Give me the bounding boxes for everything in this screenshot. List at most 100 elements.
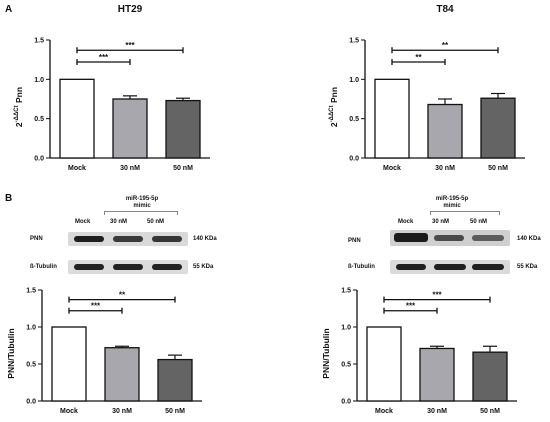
y-tick-label: 1.5 [349,38,359,45]
chart-title: HT29 [118,4,143,15]
blot-gel-pnn [68,232,188,246]
x-tick-label: 30 nM [112,408,132,415]
bar-30-nm [104,347,140,402]
significance-label: *** [91,302,101,311]
blot-gel-tubulin [68,260,188,274]
significance-label: ** [119,291,126,300]
y-tick-label: 1.0 [26,325,36,332]
x-tick-label: 30 nM [435,165,455,172]
chart-t84-pnn-tubulin: PNN/Tubulin 0.0 0.5 1.0 1.5 Mock 30 nM 50 nM ***… [321,288,517,415]
significance-label: *** [406,302,416,311]
bar-50-nm [165,99,201,159]
blot-band [434,264,466,270]
y-tick-label: 0.0 [34,156,44,163]
x-tick-label: Mock [60,408,78,415]
y-axis-label: PNN/Tubulin [321,328,331,378]
blot-header-mock: Mock [398,219,414,225]
blot-header-mock: Mock [75,219,91,225]
blot-header-50nm: 50 nM [147,219,165,225]
x-tick-label: 30 nM [120,165,140,172]
blot-row-label-pnn: PNN [30,236,43,242]
western-blot-t84: miR-195-5p mimic Mock 30 nM 50 nM PNN ß-… [340,196,541,274]
blot-band [472,235,504,241]
y-tick-label: 0.5 [349,116,359,123]
blot-mirna-label: miR-195-5p mimic [412,196,492,210]
blot-row-label-tubulin: ß-Tubulin [348,264,375,270]
blot-band [74,236,104,242]
blot-gel-pnn [390,230,510,246]
blot-size-tubulin: 55 KDa [517,264,538,270]
y-tick-label: 0.5 [341,362,351,369]
bar-30-nm [419,347,455,402]
x-tick-label: Mock [375,408,393,415]
blot-band [396,264,426,270]
chart-t84-pnn-expression: T84 2-ΔΔCt Pnn 0.0 0.5 1.0 1.5 Mock 30 nM 50 nM *… [329,4,525,172]
blot-size-tubulin: 55 KDa [193,264,214,270]
x-tick-label: 50 nM [480,408,500,415]
bar-mock [366,326,402,402]
blot-mirna-line2: mimic [443,203,461,209]
x-tick-label: 50 nM [173,165,193,172]
y-tick-label: 1.0 [349,77,359,84]
blot-mirna-line1: miR-195-5p [435,196,469,202]
bar-mock [374,78,410,159]
blot-size-pnn: 140 KDa [517,236,541,242]
y-tick-label: 0.5 [34,116,44,123]
y-tick-label: 0.5 [26,362,36,369]
significance-label: *** [99,53,109,62]
y-tick-label: 0.0 [341,399,351,406]
y-tick-label: 1.0 [341,325,351,332]
significance-label: ** [415,53,422,62]
blot-mirna-line2: mimic [133,203,151,209]
blot-row-label-pnn: PNN [348,238,361,244]
y-tick-label: 0.0 [349,156,359,163]
blot-band [394,233,428,242]
y-axis-label: 2-ΔΔCt Pnn [14,87,24,127]
blot-bracket [430,211,500,215]
x-tick-label: Mock [68,165,86,172]
y-axis-label: 2-ΔΔCt Pnn [329,87,339,127]
chart-title: T84 [436,4,454,15]
y-axis-label: PNN/Tubulin [6,328,16,378]
western-blot-ht29: miR-195-5p mimic Mock 30 nM 50 nM PNN ß-… [30,196,217,274]
blot-mirna-label: miR-195-5p mimic [102,196,182,210]
x-tick-label: 50 nM [488,165,508,172]
blot-band [152,236,182,242]
y-axis-label-rest: Pnn [14,87,24,105]
y-tick-label: 1.5 [34,38,44,45]
panel-label-a: A [5,4,13,15]
blot-band [434,235,464,241]
bar-50-nm [472,351,508,402]
y-tick-label: 0.0 [26,399,36,406]
bar-30-nm [427,103,463,159]
blot-bracket [104,211,178,215]
blot-band [113,236,143,242]
blot-size-pnn: 140 KDa [193,236,217,242]
chart-ht29-pnn-expression: HT29 2-ΔΔCt Pnn 0.0 0.5 1.0 1.5 Mock 30 nM 50 nM… [14,4,210,172]
y-axis-label-base: 2 [329,122,339,127]
blot-band [74,264,104,270]
blot-band [152,264,182,270]
bar-50-nm [157,358,193,402]
y-tick-label: 1.5 [26,288,36,295]
y-axis-label-rest: Pnn [329,87,339,105]
x-tick-label: 30 nM [427,408,447,415]
bar-mock [59,78,95,159]
blot-gel-tubulin [390,260,510,274]
y-axis-label-exponent: -ΔΔCt [14,105,20,122]
blot-header-30nm: 30 nM [432,219,450,225]
y-axis-label-base: 2 [14,122,24,127]
blot-band [113,264,143,270]
bar-50-nm [480,97,516,159]
blot-row-label-tubulin: ß-Tubulin [30,264,57,270]
panel-label-b: B [5,193,13,204]
x-tick-label: Mock [383,165,401,172]
bar-mock [51,326,87,402]
bar-30-nm [112,98,148,159]
significance-label: *** [125,41,135,50]
y-tick-label: 1.0 [34,77,44,84]
blot-header-30nm: 30 nM [110,219,128,225]
significance-label: ** [442,41,449,50]
blot-header-50nm: 50 nM [470,219,488,225]
